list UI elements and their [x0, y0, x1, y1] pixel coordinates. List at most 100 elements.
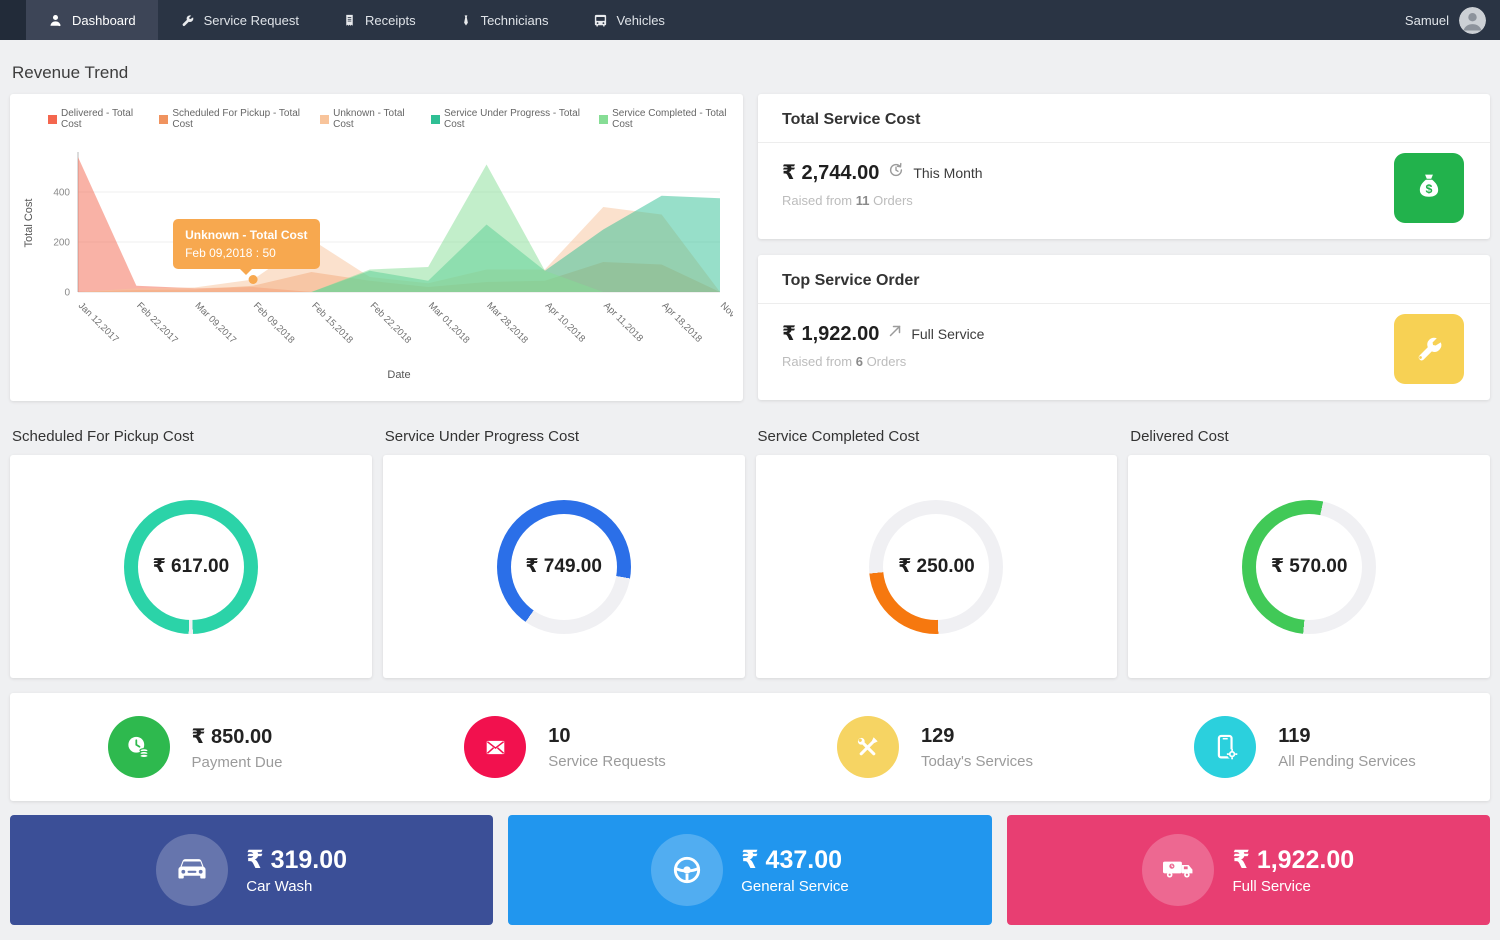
envelope-icon — [464, 716, 527, 778]
delivered-donut-card: ₹ 570.00 — [1128, 455, 1490, 678]
history-icon — [888, 162, 904, 183]
receipt-icon — [343, 13, 356, 28]
money-bag-icon: $ — [1394, 153, 1464, 223]
revenue-chart-svg: 0 200 400 Jan 12,2017 Feb 22,2017 Mar 09,2017… — [23, 152, 745, 381]
svg-text:200: 200 — [53, 238, 70, 249]
wrench-icon — [1394, 314, 1464, 384]
svg-text:Mar 09,2017: Mar 09,2017 — [193, 300, 238, 345]
card-title: Total Service Cost — [782, 111, 921, 128]
stat-payment-due: ₹ 850.00 Payment Due — [10, 693, 380, 801]
svg-text:Apr 11,2018: Apr 11,2018 — [601, 300, 645, 344]
svg-text:Total Cost: Total Cost — [23, 199, 35, 248]
divider — [758, 142, 1490, 143]
steering-wheel-icon — [651, 834, 724, 906]
nav-item-label: Vehicles — [616, 12, 665, 28]
page-title: Revenue Trend — [12, 63, 129, 82]
chart-legend: Delivered - Total Cost Scheduled For Pic… — [20, 108, 733, 130]
svg-text:Apr 18,2018: Apr 18,2018 — [660, 300, 704, 344]
tie-icon — [460, 13, 472, 28]
user-menu[interactable]: Samuel — [1405, 6, 1500, 34]
stats-band: ₹ 850.00 Payment Due 10 Service Requests… — [10, 693, 1490, 801]
van-icon — [1142, 834, 1215, 906]
car-front-icon — [156, 834, 229, 906]
section-title-completed: Service Completed Cost — [757, 428, 920, 445]
stat-label: All Pending Services — [1278, 752, 1416, 770]
revenue-trend-chart-card: Delivered - Total Cost Scheduled For Pic… — [10, 94, 745, 401]
service-amount: ₹ 319.00 — [246, 846, 348, 874]
top-order-amount: ₹ 1,922.00 — [782, 323, 880, 345]
legend-item[interactable]: Scheduled For Pickup - Total Cost — [159, 108, 305, 130]
stat-label: Today's Services — [920, 752, 1034, 770]
legend-item[interactable]: Service Completed - Total Cost — [599, 108, 733, 130]
svg-text:Nov ...: Nov ... — [718, 300, 733, 327]
svg-text:Mar 01,2018: Mar 01,2018 — [426, 300, 471, 345]
nav-item-vehicles[interactable]: Vehicles — [571, 0, 687, 40]
nav-item-label: Receipts — [365, 12, 416, 28]
donut-amount: ₹ 617.00 — [137, 513, 244, 620]
clock-coins-icon — [107, 716, 170, 778]
tools-icon — [836, 716, 899, 778]
nav-item-receipts[interactable]: Receipts — [321, 0, 438, 40]
full-service-card[interactable]: ₹ 1,922.00 Full Service — [1006, 815, 1490, 925]
svg-text:Jan 12,2017: Jan 12,2017 — [76, 300, 121, 345]
avatar[interactable] — [1459, 6, 1486, 34]
svg-text:Feb 09,2018: Feb 09,2018 — [251, 300, 297, 346]
stat-service-requests: 10 Service Requests — [380, 693, 750, 801]
stat-value: ₹ 850.00 — [191, 725, 273, 748]
general-service-card[interactable]: ₹ 437.00 General Service — [508, 815, 992, 925]
service-amount: ₹ 437.00 — [741, 846, 843, 874]
scheduled-pickup-donut-card: ₹ 617.00 — [10, 455, 372, 678]
svg-text:Apr 10,2018: Apr 10,2018 — [543, 300, 587, 344]
nav-item-technicians[interactable]: Technicians — [438, 0, 571, 40]
nav-item-service-request[interactable]: Service Request — [158, 0, 321, 40]
nav-item-label: Dashboard — [72, 12, 136, 28]
svg-text:$: $ — [1426, 182, 1433, 196]
donut-chart-under-progress[interactable]: ₹ 749.00 — [496, 499, 631, 634]
trend-up-icon — [888, 324, 902, 343]
service-label: General Service — [741, 878, 849, 895]
user-icon — [48, 13, 63, 28]
chart-area[interactable]: 0 200 400 Jan 12,2017 Feb 22,2017 Mar 09,2017… — [20, 134, 745, 389]
svg-text:400: 400 — [53, 188, 70, 199]
stat-value: 119 — [1278, 724, 1311, 747]
orders-count: 6 — [855, 354, 863, 369]
donut-amount: ₹ 570.00 — [1256, 513, 1363, 620]
svg-text:Date: Date — [387, 369, 410, 381]
legend-item[interactable]: Unknown - Total Cost — [320, 108, 416, 130]
under-progress-donut-card: ₹ 749.00 — [382, 455, 745, 678]
svg-text:Mar 28,2018: Mar 28,2018 — [484, 300, 529, 345]
completed-donut-card: ₹ 250.00 — [755, 455, 1118, 678]
top-service-order-card: Top Service Order ₹ 1,922.00 Full Servic… — [758, 255, 1490, 400]
svg-text:Feb 22,2018: Feb 22,2018 — [368, 300, 414, 346]
section-title-under-progress: Service Under Progress Cost — [384, 428, 579, 445]
service-amount: ₹ 1,922.00 — [1232, 846, 1355, 874]
donut-chart-scheduled-pickup[interactable]: ₹ 617.00 — [123, 499, 258, 634]
service-label: Full Service — [1232, 878, 1311, 895]
donut-amount: ₹ 250.00 — [883, 513, 990, 620]
top-nav: Dashboard Service Request Receipts Techn… — [0, 0, 1500, 40]
donut-chart-delivered[interactable]: ₹ 570.00 — [1242, 499, 1377, 634]
donut-amount: ₹ 749.00 — [510, 513, 617, 620]
nav-item-label: Service Request — [203, 12, 299, 28]
section-title-scheduled-pickup: Scheduled For Pickup Cost — [12, 428, 194, 445]
phone-gear-icon — [1194, 716, 1257, 778]
car-wash-card[interactable]: ₹ 319.00 Car Wash — [10, 815, 494, 925]
stat-label: Payment Due — [191, 753, 283, 771]
section-title-delivered: Delivered Cost — [1130, 428, 1229, 445]
legend-item[interactable]: Delivered - Total Cost — [48, 108, 144, 130]
divider — [758, 303, 1490, 304]
stat-todays-services: 129 Today's Services — [750, 693, 1120, 801]
stat-pending-services: 119 All Pending Services — [1120, 693, 1490, 801]
nav-item-dashboard[interactable]: Dashboard — [26, 0, 158, 40]
nav-item-label: Technicians — [480, 12, 549, 28]
orders-count: 11 — [855, 193, 870, 208]
service-name: Full Service — [911, 325, 985, 342]
orders-subtext: Raised from 11 Orders — [782, 193, 913, 208]
svg-text:Feb 22,2017: Feb 22,2017 — [134, 300, 180, 346]
wrench-icon — [180, 13, 195, 28]
legend-item[interactable]: Service Under Progress - Total Cost — [430, 108, 584, 130]
donut-chart-completed[interactable]: ₹ 250.00 — [869, 499, 1004, 634]
orders-subtext: Raised from 6 Orders — [782, 354, 907, 369]
svg-text:0: 0 — [64, 288, 70, 299]
card-title: Top Service Order — [782, 272, 920, 289]
